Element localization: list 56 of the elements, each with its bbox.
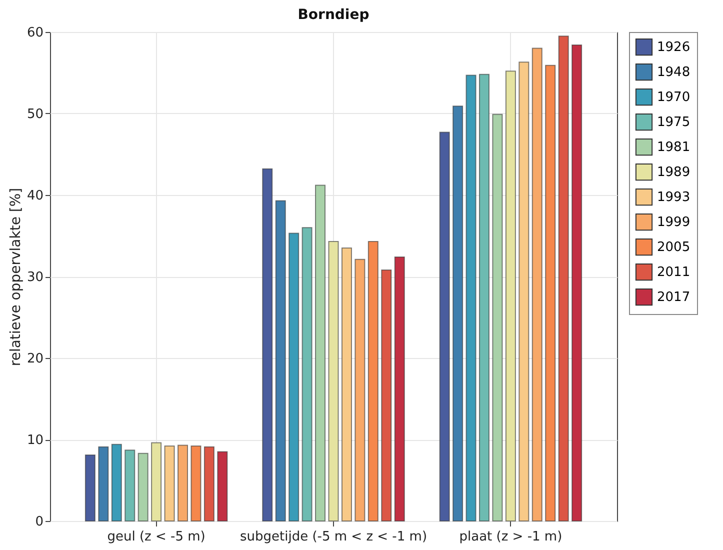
bar (572, 44, 582, 522)
bar (151, 442, 162, 522)
y-tick-label: 0 (35, 514, 44, 530)
bar (98, 446, 109, 522)
legend-label: 1926 (657, 40, 690, 55)
legend-label: 1975 (657, 115, 690, 130)
y-tick-label: 10 (26, 433, 44, 448)
bar (275, 200, 286, 522)
bar (532, 48, 542, 522)
chart-title: Borndiep (298, 7, 370, 23)
bar (164, 446, 175, 522)
bar (354, 258, 366, 522)
bar (84, 454, 96, 522)
legend-label: 1999 (657, 215, 690, 230)
bar (124, 450, 136, 522)
legend-label: 2005 (657, 240, 690, 255)
y-tick-label: 50 (26, 107, 44, 122)
x-tick-label: plaat (z > -1 m) (459, 530, 562, 544)
bar (478, 74, 490, 522)
bar (138, 452, 148, 522)
y-tick-label: 60 (26, 26, 44, 40)
bar (328, 240, 339, 522)
bar (262, 168, 273, 522)
legend-label: 2017 (657, 290, 690, 305)
bar (558, 36, 569, 522)
x-tick-label: subgetijde (-5 m < z < -1 m) (240, 530, 428, 544)
bar (341, 247, 352, 522)
bar (315, 184, 326, 522)
bar (439, 132, 450, 522)
y-tick-label: 40 (26, 188, 44, 204)
y-axis-title: relatieve oppervlakte [%] (8, 188, 24, 366)
bar (518, 62, 530, 522)
bar (302, 227, 312, 522)
legend-label: 1970 (657, 90, 690, 105)
legend-label: 2011 (657, 265, 690, 280)
bar (178, 444, 188, 522)
bar (204, 446, 214, 522)
bar (394, 256, 405, 522)
legend-label: 1948 (657, 65, 690, 80)
legend-label: 1981 (657, 140, 690, 155)
bar (381, 269, 392, 522)
bar (217, 451, 228, 522)
bar (452, 106, 464, 522)
bar (492, 114, 503, 522)
bar (545, 64, 556, 522)
x-tick-label: geul (z < -5 m) (107, 530, 206, 544)
bar (111, 444, 122, 522)
bar (190, 446, 202, 522)
bar (505, 70, 516, 522)
bar (466, 74, 476, 522)
y-tick-label: 20 (26, 352, 44, 366)
legend-label: 1993 (657, 190, 690, 205)
bar (368, 240, 378, 522)
bar (288, 232, 300, 522)
legend-label: 1989 (657, 165, 690, 180)
y-tick-label: 30 (26, 270, 44, 285)
